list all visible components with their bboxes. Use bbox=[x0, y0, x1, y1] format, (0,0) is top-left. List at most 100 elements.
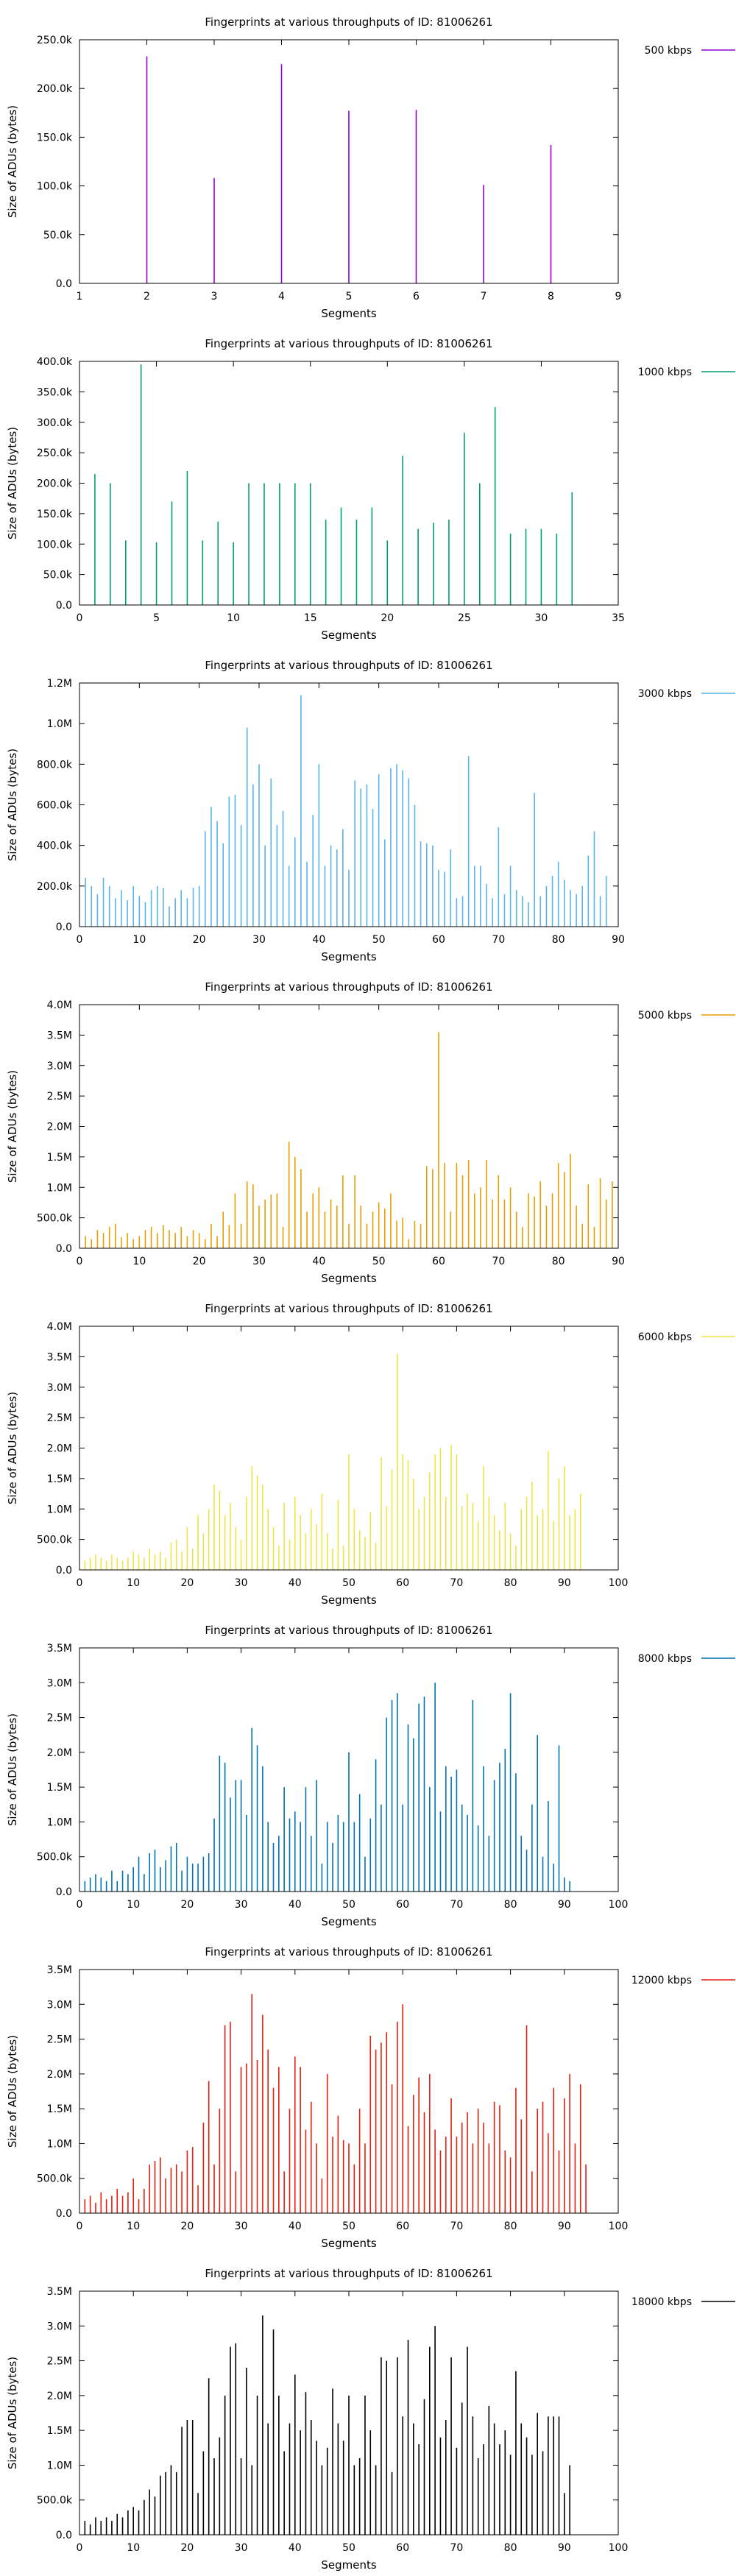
y-tick-label: 50.0k bbox=[43, 570, 73, 581]
x-axis-label: Segments bbox=[321, 2558, 377, 2572]
y-tick-label: 3.5M bbox=[47, 1351, 72, 1363]
chart-panel: Fingerprints at various throughputs of I… bbox=[0, 965, 736, 1287]
y-tick-label: 200.0k bbox=[37, 83, 73, 95]
x-tick-label: 20 bbox=[193, 1256, 206, 1267]
x-tick-label: 80 bbox=[504, 2221, 517, 2232]
x-tick-label: 90 bbox=[558, 2542, 571, 2554]
x-axis-label: Segments bbox=[321, 2237, 377, 2250]
x-tick-label: 15 bbox=[304, 612, 317, 624]
x-tick-label: 0 bbox=[77, 934, 83, 946]
x-tick-label: 90 bbox=[558, 2221, 571, 2232]
y-tick-label: 2.0M bbox=[47, 1122, 72, 1133]
x-tick-label: 70 bbox=[450, 1899, 463, 1911]
plot-frame bbox=[79, 1004, 619, 1249]
x-tick-label: 70 bbox=[492, 934, 505, 946]
y-tick-label: 0.0 bbox=[56, 600, 72, 612]
x-tick-label: 9 bbox=[615, 291, 622, 302]
y-tick-label: 0.0 bbox=[56, 1886, 72, 1898]
legend-label: 18000 kbps bbox=[631, 2296, 692, 2308]
x-tick-label: 80 bbox=[504, 1899, 517, 1911]
chart-panel: Fingerprints at various throughputs of I… bbox=[0, 0, 736, 322]
x-tick-label: 40 bbox=[289, 2542, 302, 2554]
y-tick-label: 1.5M bbox=[47, 1473, 72, 1485]
chart-title: Fingerprints at various throughputs of I… bbox=[205, 659, 492, 672]
y-tick-label: 0.0 bbox=[56, 2208, 72, 2220]
x-tick-label: 80 bbox=[504, 2542, 517, 2554]
legend-label: 6000 kbps bbox=[638, 1331, 692, 1343]
chart-panel: Fingerprints at various throughputs of I… bbox=[0, 643, 736, 965]
y-tick-label: 3.0M bbox=[47, 1999, 72, 2011]
chart-svg: Fingerprints at various throughputs of I… bbox=[6, 659, 735, 963]
y-tick-label: 2.0M bbox=[47, 2069, 72, 2081]
x-tick-label: 40 bbox=[289, 2221, 302, 2232]
y-axis-label: Size of ADUs (bytes) bbox=[6, 1070, 19, 1183]
x-tick-label: 0 bbox=[77, 612, 83, 624]
y-axis-label: Size of ADUs (bytes) bbox=[6, 1392, 19, 1504]
chart-svg: Fingerprints at various throughputs of I… bbox=[6, 2267, 735, 2572]
chart-panel: Fingerprints at various throughputs of I… bbox=[0, 2251, 736, 2573]
x-tick-label: 30 bbox=[235, 1577, 248, 1589]
x-tick-label: 40 bbox=[289, 1577, 302, 1589]
x-tick-label: 60 bbox=[432, 934, 445, 946]
y-tick-label: 0.0 bbox=[56, 278, 72, 290]
y-tick-label: 1.5M bbox=[47, 2425, 72, 2437]
plot-frame bbox=[79, 1969, 619, 2214]
x-tick-label: 2 bbox=[144, 291, 150, 302]
y-tick-label: 1.0M bbox=[47, 1816, 72, 1828]
x-tick-label: 10 bbox=[132, 1256, 146, 1267]
x-tick-label: 50 bbox=[342, 2221, 355, 2232]
y-tick-label: 2.5M bbox=[47, 1091, 72, 1103]
x-tick-label: 20 bbox=[180, 2542, 194, 2554]
y-axis-label: Size of ADUs (bytes) bbox=[6, 427, 19, 539]
y-tick-label: 200.0k bbox=[37, 478, 73, 490]
x-tick-label: 30 bbox=[235, 2542, 248, 2554]
x-tick-label: 40 bbox=[312, 1256, 325, 1267]
x-tick-label: 10 bbox=[127, 2542, 140, 2554]
x-tick-label: 30 bbox=[535, 612, 548, 624]
chart-title: Fingerprints at various throughputs of I… bbox=[205, 15, 492, 29]
y-tick-label: 2.0M bbox=[47, 1443, 72, 1455]
y-tick-label: 1.0M bbox=[47, 2460, 72, 2471]
y-tick-label: 3.0M bbox=[47, 1382, 72, 1394]
x-tick-label: 80 bbox=[504, 1577, 517, 1589]
chart-panel: Fingerprints at various throughputs of I… bbox=[0, 322, 736, 643]
legend-label: 8000 kbps bbox=[638, 1653, 692, 1665]
y-tick-label: 100.0k bbox=[37, 539, 73, 551]
y-tick-label: 1.5M bbox=[47, 2103, 72, 2115]
x-tick-label: 8 bbox=[548, 291, 554, 302]
x-tick-label: 0 bbox=[77, 1577, 83, 1589]
y-tick-label: 2.0M bbox=[47, 2391, 72, 2402]
x-tick-label: 60 bbox=[396, 2542, 409, 2554]
x-tick-label: 4 bbox=[278, 291, 285, 302]
y-tick-label: 1.0M bbox=[47, 718, 72, 730]
chart-title: Fingerprints at various throughputs of I… bbox=[205, 1945, 492, 1958]
y-axis-label: Size of ADUs (bytes) bbox=[6, 749, 19, 861]
y-axis-label: Size of ADUs (bytes) bbox=[6, 1713, 19, 1826]
x-tick-label: 10 bbox=[127, 1577, 140, 1589]
x-tick-label: 60 bbox=[396, 1899, 409, 1911]
y-tick-label: 300.0k bbox=[37, 417, 73, 429]
plot-frame bbox=[79, 361, 619, 606]
x-tick-label: 35 bbox=[612, 612, 625, 624]
x-tick-label: 5 bbox=[153, 612, 160, 624]
x-tick-label: 20 bbox=[180, 2221, 194, 2232]
plot-frame bbox=[79, 1647, 619, 1892]
x-axis-label: Segments bbox=[321, 629, 377, 642]
plot-frame bbox=[79, 39, 619, 284]
y-axis-label: Size of ADUs (bytes) bbox=[6, 2357, 19, 2469]
x-axis-label: Segments bbox=[321, 307, 377, 320]
y-tick-label: 3.0M bbox=[47, 1061, 72, 1072]
x-tick-label: 50 bbox=[372, 1256, 386, 1267]
x-tick-label: 25 bbox=[458, 612, 471, 624]
x-tick-label: 90 bbox=[558, 1577, 571, 1589]
chart-svg: Fingerprints at various throughputs of I… bbox=[6, 980, 735, 1285]
x-tick-label: 100 bbox=[609, 1577, 629, 1589]
x-tick-label: 60 bbox=[396, 2221, 409, 2232]
x-tick-label: 100 bbox=[609, 1899, 629, 1911]
y-tick-label: 3.5M bbox=[47, 1643, 72, 1655]
y-tick-label: 1.0M bbox=[47, 1504, 72, 1515]
x-tick-label: 7 bbox=[481, 291, 487, 302]
x-tick-label: 70 bbox=[450, 1577, 463, 1589]
y-tick-label: 500.0k bbox=[37, 2173, 73, 2185]
x-tick-label: 70 bbox=[450, 2221, 463, 2232]
